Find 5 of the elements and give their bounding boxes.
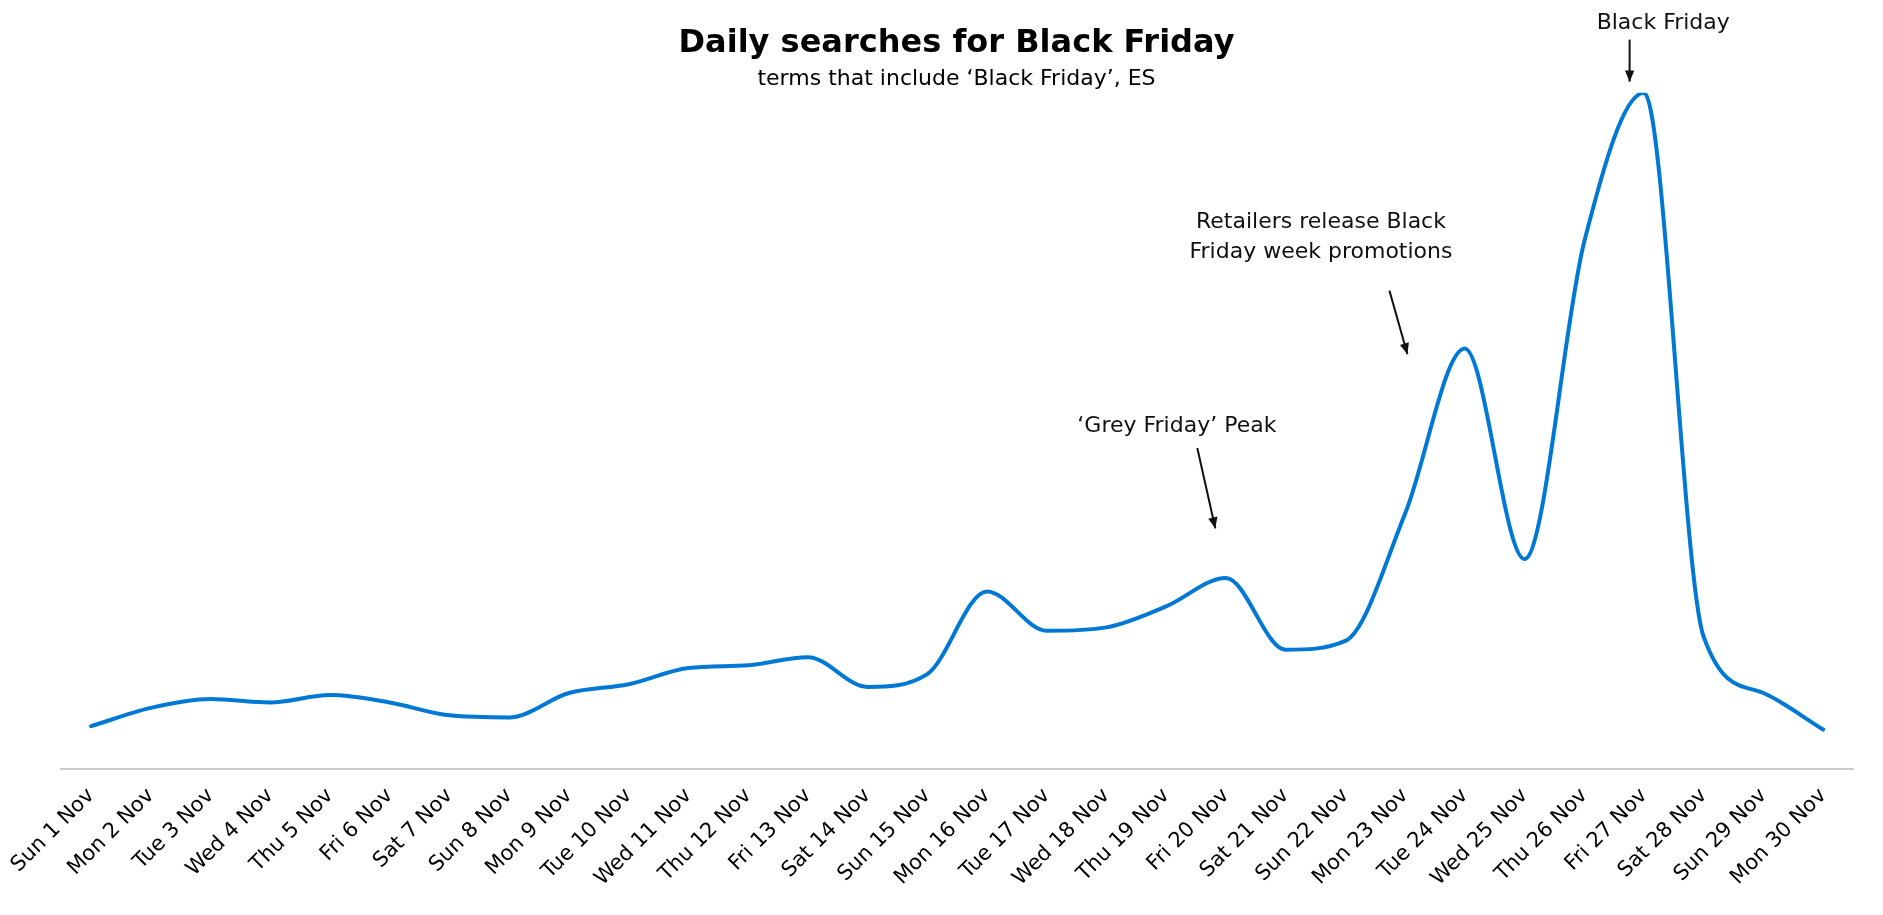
- chart-title: Daily searches for Black Friday: [678, 21, 1235, 60]
- annotation: Retailers release Black Friday week promotions: [1189, 208, 1453, 264]
- chart-subtitle: terms that include ‘Black Friday’, ES: [757, 65, 1156, 91]
- text: Black Friday: [1596, 8, 1730, 34]
- annotation: ‘Grey Friday’ Peak: [1077, 412, 1277, 438]
